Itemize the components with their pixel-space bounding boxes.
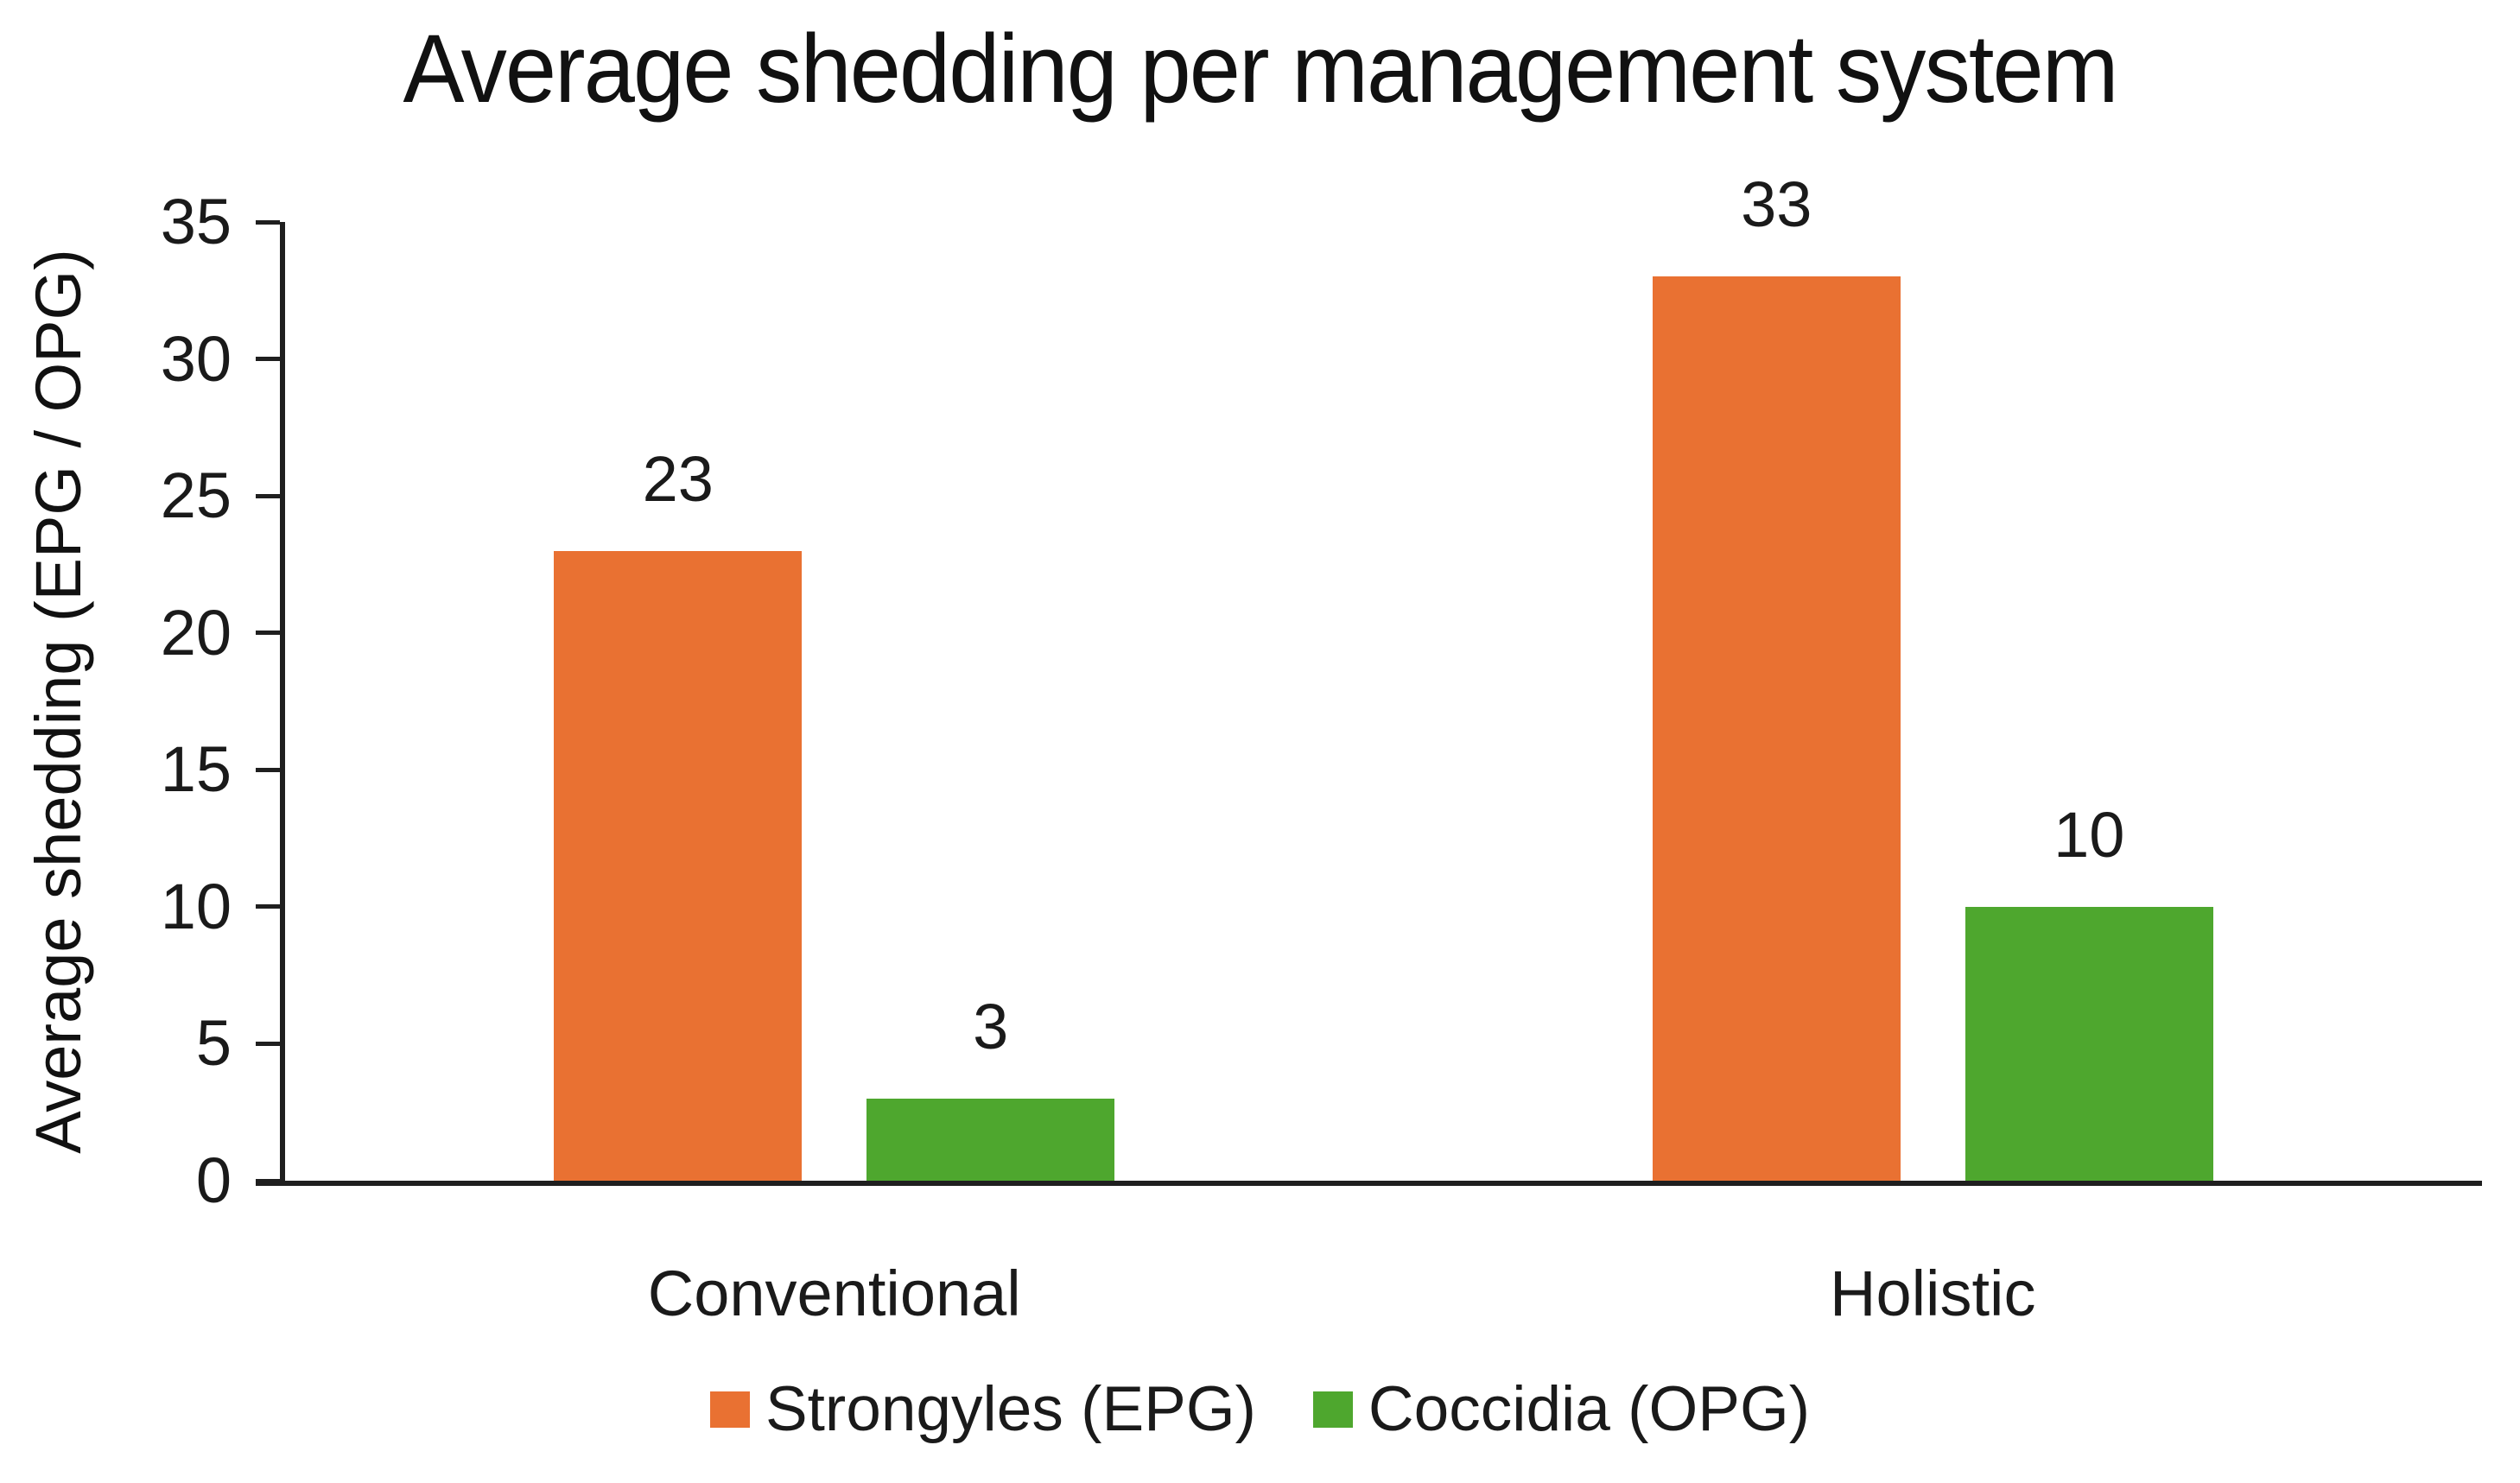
legend-item: Coccidia (OPG) — [1312, 1372, 1811, 1448]
legend-item: Strongyles (EPG) — [709, 1372, 1256, 1448]
y-tick-label: 15 — [160, 733, 232, 806]
y-tick-label: 0 — [195, 1144, 232, 1216]
y-tick-label: 30 — [160, 322, 232, 395]
legend-label: Strongyles (EPG) — [765, 1374, 1256, 1444]
bar — [1652, 276, 1901, 1181]
legend-label: Coccidia (OPG) — [1368, 1374, 1811, 1444]
bar-value-label: 10 — [2053, 798, 2125, 871]
bar — [554, 550, 803, 1181]
bar — [866, 1098, 1115, 1181]
y-tick-mark — [256, 767, 280, 772]
bar-value-label: 23 — [642, 442, 714, 515]
y-tick-mark — [256, 904, 280, 909]
y-tick-label: 20 — [160, 596, 232, 669]
y-tick-label: 25 — [160, 459, 232, 532]
x-category-label: Conventional — [647, 1258, 1021, 1329]
y-axis-line — [280, 222, 285, 1181]
bar — [1965, 906, 2213, 1181]
y-tick-mark — [256, 631, 280, 636]
y-tick-label: 5 — [195, 1007, 232, 1080]
y-tick-label: 35 — [160, 186, 232, 257]
bar-value-label: 3 — [973, 990, 1009, 1062]
legend-swatch — [709, 1391, 750, 1428]
bar-value-label: 33 — [1741, 168, 1812, 241]
legend-swatch — [1312, 1391, 1353, 1428]
y-tick-mark — [256, 493, 280, 498]
plot-area: 0 5 10 15 20 25 30 35 23 3 Conventional 33 10 Holisti… — [161, 173, 2482, 1326]
legend: Strongyles (EPG) Coccidia (OPG) — [0, 1372, 2520, 1448]
y-tick-label: 10 — [160, 870, 232, 942]
y-tick-mark — [256, 357, 280, 362]
x-axis-line — [256, 1181, 2482, 1186]
y-tick-mark — [256, 1041, 280, 1046]
y-tick-mark — [256, 219, 280, 225]
x-category-label: Holistic — [1830, 1258, 2036, 1329]
chart-title: Average shedding per management system — [403, 15, 2118, 123]
